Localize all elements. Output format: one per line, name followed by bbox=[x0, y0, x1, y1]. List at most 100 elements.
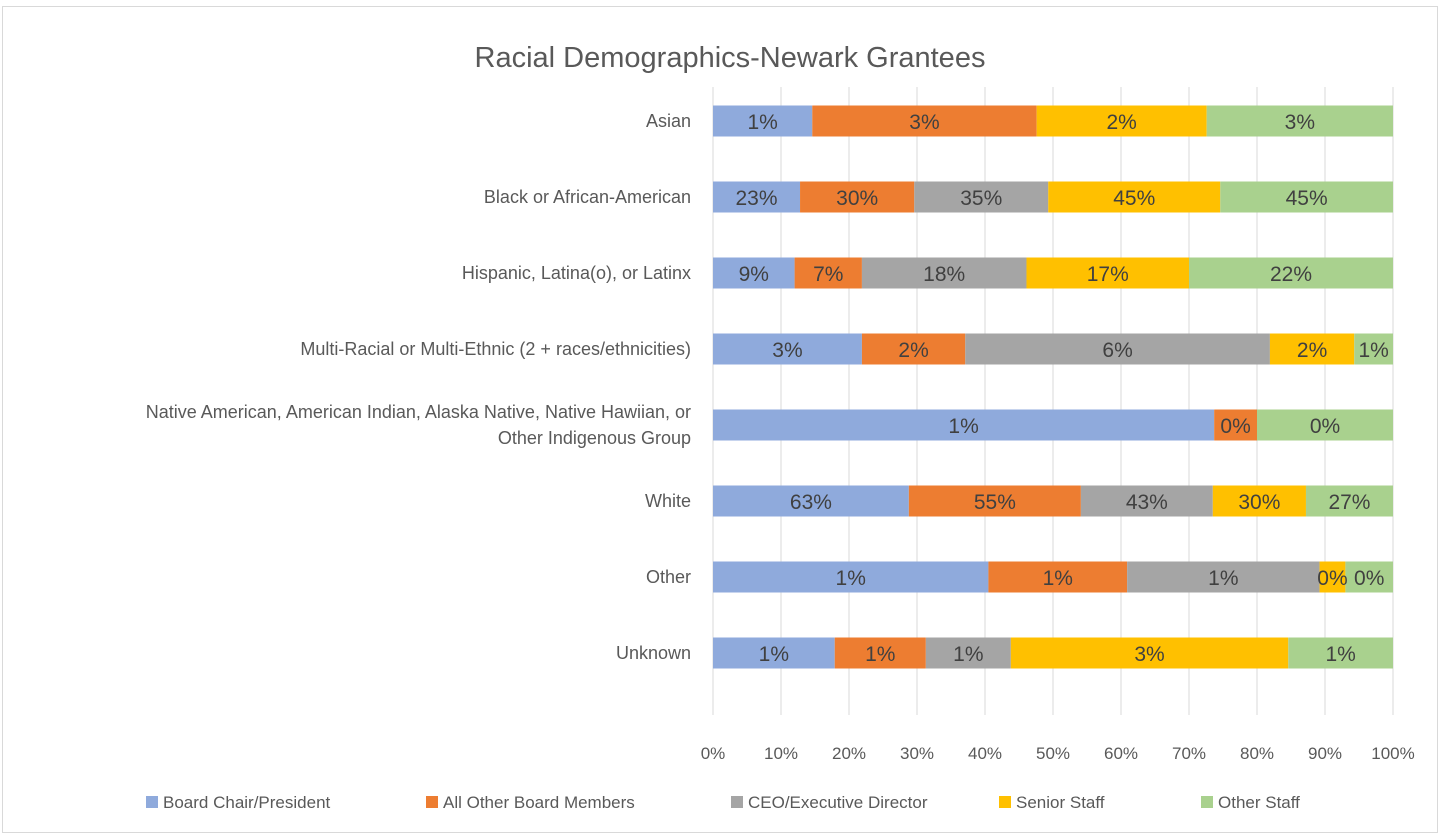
data-label: 35% bbox=[960, 187, 1002, 210]
bar-segment bbox=[861, 333, 966, 365]
bar-segment bbox=[1048, 181, 1221, 213]
chart-frame: Racial Demographics-Newark Grantees 1% 3%… bbox=[2, 6, 1438, 833]
bar-segment bbox=[713, 181, 801, 213]
legend-swatch bbox=[426, 796, 438, 808]
legend-swatch bbox=[1201, 796, 1213, 808]
data-label: 17% bbox=[1087, 263, 1129, 286]
bar-segment bbox=[1319, 561, 1346, 593]
bar-segment bbox=[1288, 637, 1393, 669]
data-label: 45% bbox=[1286, 187, 1328, 210]
category-label: Asian bbox=[646, 111, 691, 131]
legend-swatch bbox=[999, 796, 1011, 808]
legend-label: Board Chair/President bbox=[163, 793, 331, 812]
bar-segment bbox=[1354, 333, 1393, 365]
data-label: 63% bbox=[790, 491, 832, 514]
category-label: Native American, American Indian, Alaska… bbox=[146, 402, 691, 422]
data-label: 1% bbox=[1358, 339, 1388, 362]
x-tick-label: 20% bbox=[832, 744, 866, 763]
data-label: 1% bbox=[1208, 567, 1238, 590]
bar-segment bbox=[1189, 257, 1393, 289]
legend-label: Other Staff bbox=[1218, 793, 1300, 812]
data-label: 2% bbox=[1297, 339, 1327, 362]
stacked-bar-chart: Racial Demographics-Newark Grantees 1% 3%… bbox=[146, 42, 1415, 812]
bar-segment bbox=[794, 257, 862, 289]
bar-segment bbox=[988, 561, 1128, 593]
data-label: 1% bbox=[1043, 567, 1073, 590]
data-label: 1% bbox=[1325, 643, 1355, 666]
category-label: White bbox=[645, 491, 691, 511]
bar-segment bbox=[1080, 485, 1213, 517]
data-label: 1% bbox=[747, 111, 777, 134]
x-tick-label: 100% bbox=[1371, 744, 1414, 763]
bar-segment bbox=[1305, 485, 1393, 517]
data-label: 0% bbox=[1220, 415, 1250, 438]
bar-segment bbox=[861, 257, 1027, 289]
bar-segment bbox=[713, 105, 813, 137]
bar-segment bbox=[925, 637, 1011, 669]
data-label: 55% bbox=[974, 491, 1016, 514]
bar-segment bbox=[800, 181, 915, 213]
x-tick-label: 50% bbox=[1036, 744, 1070, 763]
category-label: Multi-Racial or Multi-Ethnic (2 + races/… bbox=[300, 339, 691, 359]
x-tick-label: 30% bbox=[900, 744, 934, 763]
legend-swatch bbox=[146, 796, 158, 808]
x-tick-label: 0% bbox=[701, 744, 726, 763]
chart-title: Racial Demographics-Newark Grantees bbox=[475, 42, 986, 74]
legend-label: CEO/Executive Director bbox=[748, 793, 928, 812]
data-label: 9% bbox=[739, 263, 769, 286]
x-tick-label: 40% bbox=[968, 744, 1002, 763]
bar-segment bbox=[713, 485, 909, 517]
bar-segment bbox=[1220, 181, 1393, 213]
bar-segment bbox=[914, 181, 1049, 213]
bar-segment bbox=[713, 333, 862, 365]
data-label: 1% bbox=[759, 643, 789, 666]
bar-segment bbox=[1257, 409, 1393, 441]
data-label: 3% bbox=[772, 339, 802, 362]
bar-segment bbox=[713, 637, 835, 669]
bar-segment bbox=[713, 561, 989, 593]
legend-label: All Other Board Members bbox=[443, 793, 635, 812]
x-tick-label: 70% bbox=[1172, 744, 1206, 763]
bar-segment bbox=[713, 409, 1215, 441]
data-label: 7% bbox=[813, 263, 843, 286]
data-label: 30% bbox=[1238, 491, 1280, 514]
data-label: 43% bbox=[1126, 491, 1168, 514]
x-tick-label: 80% bbox=[1240, 744, 1274, 763]
bar-segment bbox=[834, 637, 926, 669]
legend-swatch bbox=[731, 796, 743, 808]
x-tick-label: 90% bbox=[1308, 744, 1342, 763]
bar-segment bbox=[965, 333, 1270, 365]
data-label: 2% bbox=[898, 339, 928, 362]
data-label: 1% bbox=[836, 567, 866, 590]
bar-segment bbox=[1345, 561, 1393, 593]
bar-segment bbox=[812, 105, 1037, 137]
data-label: 3% bbox=[1134, 643, 1164, 666]
bar-segment bbox=[1206, 105, 1393, 137]
data-label: 1% bbox=[865, 643, 895, 666]
category-label: Other bbox=[646, 567, 691, 587]
data-label: 3% bbox=[1285, 111, 1315, 134]
category-label: Unknown bbox=[616, 643, 691, 663]
data-label: 1% bbox=[948, 415, 978, 438]
legend-label: Senior Staff bbox=[1016, 793, 1105, 812]
data-label: 23% bbox=[736, 187, 778, 210]
data-label: 6% bbox=[1102, 339, 1132, 362]
bar-segment bbox=[1026, 257, 1189, 289]
data-label: 1% bbox=[953, 643, 983, 666]
category-label: Black or African-American bbox=[484, 187, 691, 207]
x-tick-label: 10% bbox=[764, 744, 798, 763]
data-label: 0% bbox=[1354, 567, 1384, 590]
bar-segment bbox=[1214, 409, 1257, 441]
category-label: Other Indigenous Group bbox=[498, 428, 691, 448]
bar-segment bbox=[713, 257, 795, 289]
data-label: 3% bbox=[909, 111, 939, 134]
data-label: 45% bbox=[1113, 187, 1155, 210]
bar-segment bbox=[1269, 333, 1355, 365]
data-label: 22% bbox=[1270, 263, 1312, 286]
data-label: 30% bbox=[836, 187, 878, 210]
data-label: 2% bbox=[1107, 111, 1137, 134]
bar-segment bbox=[1010, 637, 1289, 669]
data-label: 27% bbox=[1328, 491, 1370, 514]
bar-segment bbox=[908, 485, 1081, 517]
bar-segment bbox=[1036, 105, 1207, 137]
